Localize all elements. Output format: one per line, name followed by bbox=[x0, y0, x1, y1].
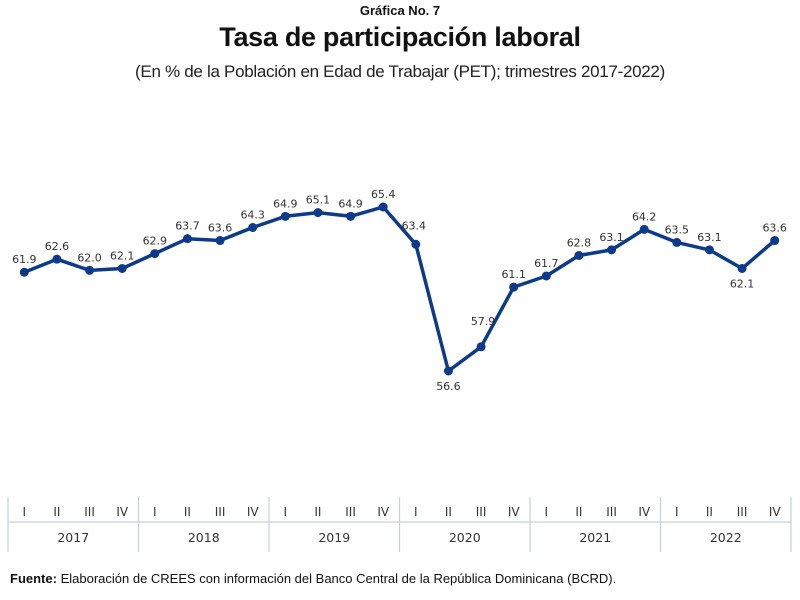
chart-subtitle: (En % de la Población en Edad de Trabaja… bbox=[135, 62, 665, 81]
data-label: 63.1 bbox=[697, 231, 722, 244]
data-point bbox=[770, 236, 780, 246]
year-tick-label: 2022 bbox=[710, 530, 742, 545]
data-label: 64.9 bbox=[338, 197, 363, 210]
quarter-tick-label: II bbox=[53, 505, 60, 519]
data-point bbox=[672, 237, 682, 247]
quarter-tick-label: I bbox=[153, 505, 157, 519]
data-label: 62.1 bbox=[730, 278, 755, 291]
data-label: 62.9 bbox=[143, 235, 168, 248]
quarter-tick-label: III bbox=[84, 505, 95, 519]
data-point bbox=[443, 366, 453, 376]
chart-title: Tasa de participación laboral bbox=[219, 22, 581, 52]
data-label: 61.9 bbox=[12, 253, 37, 266]
data-point bbox=[476, 342, 486, 352]
data-label: 65.1 bbox=[306, 194, 331, 207]
source-text: Elaboración de CREES con información del… bbox=[56, 571, 617, 586]
data-label: 61.7 bbox=[534, 257, 559, 270]
quarter-tick-label: I bbox=[675, 505, 679, 519]
data-label: 64.3 bbox=[240, 209, 265, 222]
year-tick-label: 2017 bbox=[57, 530, 89, 545]
data-label: 64.9 bbox=[273, 197, 298, 210]
quarter-tick-label: IV bbox=[247, 505, 260, 519]
quarter-tick-label: III bbox=[476, 505, 487, 519]
year-tick-label: 2018 bbox=[188, 530, 220, 545]
quarter-tick-label: III bbox=[606, 505, 617, 519]
quarter-tick-label: II bbox=[445, 505, 452, 519]
data-label: 56.6 bbox=[436, 380, 461, 393]
data-label: 62.6 bbox=[45, 240, 70, 253]
data-label: 62.1 bbox=[110, 250, 135, 263]
data-point bbox=[85, 265, 95, 275]
quarter-tick-label: IV bbox=[638, 505, 651, 519]
data-label: 62.8 bbox=[567, 236, 592, 249]
data-point bbox=[509, 282, 519, 292]
data-points bbox=[19, 202, 780, 376]
data-point bbox=[52, 254, 62, 264]
quarter-tick-label: I bbox=[284, 505, 288, 519]
data-point bbox=[639, 224, 649, 234]
series-line bbox=[22, 205, 777, 373]
data-label: 62.0 bbox=[77, 251, 102, 264]
data-label: 63.4 bbox=[402, 219, 427, 232]
data-point bbox=[346, 211, 356, 221]
quarter-tick-label: III bbox=[345, 505, 356, 519]
data-point bbox=[215, 236, 225, 246]
data-label: 64.2 bbox=[632, 210, 657, 223]
data-label: 65.4 bbox=[371, 188, 396, 201]
data-label: 63.5 bbox=[665, 223, 690, 236]
data-point bbox=[607, 245, 617, 255]
data-label: 63.6 bbox=[762, 222, 787, 235]
data-point bbox=[19, 267, 29, 277]
data-point bbox=[737, 264, 747, 273]
data-point bbox=[117, 264, 127, 273]
line-chart: I II III IV I II III IV I II III IV I II III IV I II III IV… bbox=[7, 188, 792, 552]
quarter-tick-label: III bbox=[737, 505, 748, 519]
quarter-tick-label: I bbox=[545, 505, 549, 519]
quarter-tick-label: IV bbox=[769, 505, 782, 519]
data-label: 63.6 bbox=[208, 222, 233, 235]
data-point bbox=[313, 208, 323, 218]
quarter-tick-label: II bbox=[314, 505, 321, 519]
year-tick-label: 2021 bbox=[579, 530, 611, 545]
data-labels: 61.9 62.6 62.0 62.1 62.9 63.7 63.6 64.3 64.9 65.1… bbox=[12, 188, 787, 393]
quarter-tick-label: IV bbox=[508, 505, 521, 519]
year-tick-label: 2019 bbox=[318, 530, 350, 545]
source-label: Fuente: bbox=[10, 571, 57, 586]
data-point bbox=[280, 211, 290, 221]
quarter-tick-label: II bbox=[575, 505, 582, 519]
quarter-tick-label: I bbox=[414, 505, 418, 519]
data-point bbox=[704, 245, 714, 255]
quarter-tick-label: IV bbox=[377, 505, 390, 519]
year-tick-label: 2020 bbox=[449, 530, 481, 545]
quarter-tick-label: I bbox=[23, 505, 27, 519]
data-label: 61.1 bbox=[501, 268, 526, 281]
data-label: 63.1 bbox=[599, 231, 624, 244]
data-point bbox=[150, 249, 160, 259]
chart-kicker: Gráfica No. 7 bbox=[359, 3, 441, 18]
data-label: 63.7 bbox=[175, 220, 200, 233]
data-point bbox=[378, 202, 388, 212]
source-note: Fuente: Elaboración de CREES con informa… bbox=[10, 571, 616, 586]
data-point bbox=[541, 271, 551, 281]
quarter-tick-label: II bbox=[706, 505, 713, 519]
quarter-tick-label: II bbox=[184, 505, 191, 519]
data-point bbox=[182, 234, 192, 244]
data-point bbox=[411, 239, 421, 249]
quarter-tick-label: III bbox=[215, 505, 226, 519]
data-point bbox=[248, 223, 258, 232]
data-label: 57.9 bbox=[471, 315, 496, 328]
data-point bbox=[574, 250, 584, 260]
x-axis-table: I II III IV I II III IV I II III IV I II III IV I II III IV… bbox=[7, 497, 792, 552]
quarter-tick-label: IV bbox=[116, 505, 129, 519]
